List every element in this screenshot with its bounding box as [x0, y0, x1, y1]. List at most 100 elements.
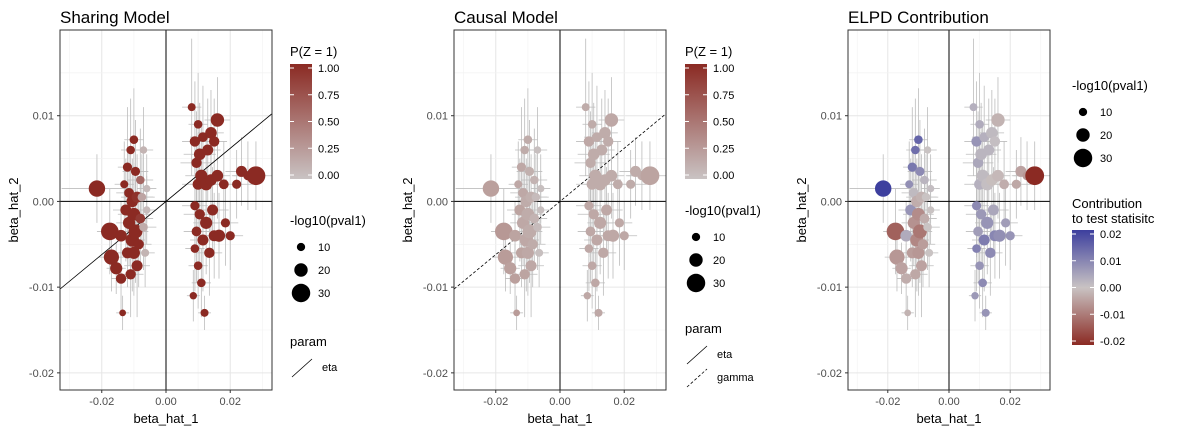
data-point: [583, 136, 595, 147]
data-layer: [60, 30, 272, 390]
data-point: [537, 184, 545, 193]
data-point: [915, 260, 927, 272]
data-point: [640, 166, 660, 186]
data-point: [587, 119, 597, 129]
data-point: [972, 157, 984, 169]
size-legend-key: [1076, 128, 1090, 142]
data-point: [920, 175, 929, 185]
data-point: [912, 246, 925, 259]
data-point: [191, 226, 202, 237]
data-point: [497, 249, 513, 265]
data-point: [598, 247, 609, 259]
data-layer: [848, 30, 1050, 390]
colorbar-label: 0.50: [713, 117, 734, 129]
size-legend-key: [294, 263, 308, 277]
size-legend-key: [686, 273, 706, 293]
data-point: [1011, 179, 1021, 189]
data-point: [585, 157, 596, 169]
y-tick-label: -0.01: [423, 282, 448, 294]
data-point: [999, 179, 1009, 190]
data-point: [128, 224, 143, 239]
data-point: [193, 119, 203, 129]
y-tick-label: -0.01: [817, 282, 842, 294]
data-point: [124, 187, 134, 198]
size-legend-key: [691, 232, 701, 242]
data-point: [614, 218, 625, 228]
data-point: [516, 162, 527, 172]
data-point: [135, 213, 146, 224]
data-point: [601, 204, 613, 216]
size-legend-key: [1073, 148, 1093, 168]
data-point: [218, 179, 229, 190]
data-point: [900, 229, 912, 242]
colorbar-label: 0.01: [1100, 256, 1121, 268]
data-point: [210, 113, 225, 127]
y-tick-label: 0.01: [821, 111, 842, 123]
y-tick-label: -0.02: [29, 368, 54, 380]
data-point: [197, 278, 206, 288]
data-point: [522, 224, 537, 239]
colorbar-label: 0.75: [713, 90, 734, 102]
param-legend-key: [686, 368, 708, 388]
data-point: [509, 273, 521, 284]
data-point: [975, 209, 987, 220]
y-axis-label: beta_hat_2: [794, 177, 809, 242]
size-legend-label: 30: [1100, 153, 1112, 165]
fit-line-gamma: [454, 113, 666, 290]
data-point: [524, 166, 535, 177]
size-legend-label: 20: [318, 265, 330, 277]
data-point: [874, 180, 892, 197]
colorbar: [1072, 230, 1094, 345]
x-tick-label: 0.02: [614, 396, 635, 408]
data-point: [971, 292, 979, 300]
data-point: [133, 239, 144, 250]
data-point: [518, 187, 528, 198]
param-legend-key: [686, 345, 708, 365]
legend: P(Z = 1) 1.00 0.75 0.50 0.25 0.00 -log10(pval1…: [290, 44, 366, 378]
y-tick-label: 0.01: [427, 111, 448, 123]
data-point: [993, 229, 1006, 242]
data-point: [583, 292, 592, 300]
data-point: [202, 144, 214, 156]
data-point: [137, 192, 147, 202]
colorbar-label: 0.50: [318, 117, 339, 129]
data-layer: [454, 30, 666, 390]
y-tick-label: 0.00: [33, 196, 54, 208]
x-tick-label: -0.02: [875, 396, 900, 408]
colorbar-label: 1.00: [713, 63, 734, 75]
data-point: [612, 179, 623, 190]
data-point: [972, 244, 981, 253]
data-point: [919, 213, 930, 224]
data-point: [971, 201, 982, 211]
data-point: [985, 247, 996, 259]
data-point: [895, 262, 908, 275]
data-point: [232, 179, 242, 189]
data-point: [978, 278, 987, 288]
data-point: [581, 103, 590, 112]
colorbar-title-line2: to test statisitc: [1072, 211, 1155, 226]
data-point: [910, 269, 921, 280]
data-point: [246, 166, 266, 186]
param-legend-label: eta: [717, 349, 733, 361]
data-point: [925, 248, 934, 257]
colorbar: [290, 64, 312, 179]
data-point: [193, 261, 203, 271]
data-point: [519, 269, 530, 280]
data-point: [126, 145, 135, 155]
data-point: [917, 239, 929, 250]
size-legend-key: [1078, 107, 1088, 117]
data-point: [983, 144, 995, 156]
data-point: [197, 234, 209, 246]
x-axis-label: beta_hat_1: [527, 411, 592, 426]
data-point: [592, 132, 602, 143]
x-tick-label: 0.00: [938, 396, 959, 408]
data-point: [513, 309, 521, 317]
data-point: [921, 192, 931, 202]
data-point: [975, 261, 984, 271]
colorbar-label: 0.25: [713, 143, 734, 155]
data-point: [908, 187, 919, 198]
data-point: [530, 175, 539, 185]
data-point: [587, 261, 597, 271]
data-point: [905, 180, 914, 189]
data-point: [525, 260, 537, 272]
